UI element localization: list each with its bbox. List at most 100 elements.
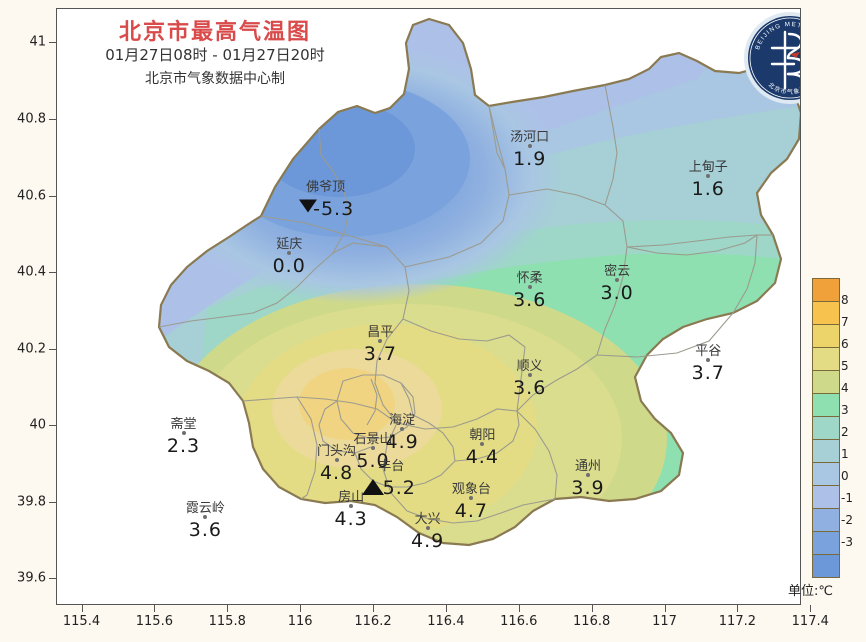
station-temperature-value: 3.6 [188,518,222,541]
y-tick-mark [49,272,56,274]
station-dot-icon [527,373,532,378]
station-dot-icon [586,472,590,477]
y-tick-label: 40 [29,417,46,433]
station-temperature-value: 3.0 [600,281,634,304]
x-tick-mark [154,605,156,612]
map-plot-area [56,8,854,605]
colorbar [812,278,840,578]
station-name: 佛爷顶 [306,179,346,195]
colorbar-segment [813,302,839,325]
colorbar-tick-label: -1 [841,491,853,505]
station-temperature-value: 3.7 [363,342,397,365]
station-dot-icon [527,285,532,290]
station-name: 通州 [574,458,602,474]
station-name: 朝阳 [469,428,496,444]
page-title: 北京市最高气温图 [118,20,311,45]
colorbar-tick-label: 2 [841,425,849,439]
y-tick-mark [49,42,56,44]
station-dot-icon [334,457,339,462]
max-temperature-marker-icon [362,478,385,495]
y-tick-mark [49,118,56,120]
station-name: 延庆 [276,236,303,252]
y-tick-label: 40.8 [17,111,46,127]
station-temperature-value: 1.9 [513,147,547,170]
station-temperature-value: 2.3 [166,434,201,457]
station-name: 怀柔 [516,271,543,287]
colorbar-tick-label: 7 [841,315,849,329]
station-name: 门头沟 [317,443,357,459]
x-tick-label: 115.8 [208,614,246,629]
station-dot-icon [469,495,474,500]
x-tick-mark [445,605,447,612]
x-tick-label: 116 [287,614,313,629]
station-name: 上甸子 [688,160,728,176]
x-tick-mark [810,605,812,612]
station-name: 房山 [338,489,365,505]
station-name: 斋堂 [170,416,197,432]
station-name: 海淀 [389,412,416,428]
station-name: 观象台 [451,481,491,497]
colorbar-segment [813,463,839,486]
x-tick-label: 116.6 [500,614,538,629]
x-tick-label: 117.4 [791,614,829,629]
colorbar-segment [813,348,839,371]
x-tick-mark [373,605,374,612]
x-tick-label: 117 [652,614,677,629]
beijing-boundary [157,17,803,547]
station-name: 汤河口 [510,129,550,145]
station-dot-icon [425,526,430,531]
y-tick-label: 41 [29,34,46,50]
min-temperature-marker-icon [298,199,317,213]
station-dot-icon [480,442,485,447]
colorbar-segment [813,371,839,394]
x-tick-label: 116.8 [573,614,611,629]
y-tick-mark [49,348,56,350]
colorbar-tick-label: 5 [841,359,849,373]
district-boundaries [158,84,773,524]
station-temperature-value: 4.7 [454,499,488,522]
beijing-temperature-map [157,17,803,547]
x-tick-mark [300,605,302,612]
y-tick-mark [49,195,56,197]
station-dot-icon [400,426,405,431]
station-dot-icon [371,446,375,451]
station-temperature-value: 3.6 [513,377,547,400]
station-name: 石景山 [353,432,393,448]
station-name: 霞云岭 [185,500,225,516]
y-tick-label: 39.8 [17,494,46,510]
y-tick-mark [49,425,56,427]
station-temperature-value: 3.6 [513,289,547,312]
title-period: 01月27日08时 - 01月27日20时 [105,46,325,64]
colorbar-segment [813,417,839,440]
station-dot-icon [378,338,383,343]
station-name: 顺义 [516,359,543,375]
station-temperature-value: 0.0 [272,254,306,277]
colorbar-segment [813,394,839,417]
colorbar-segment [813,509,839,532]
station-dot-icon [287,250,292,255]
y-tick-label: 40.4 [17,264,46,280]
station-dot-icon [527,143,532,148]
station-temperature-value: 5.2 [382,476,416,499]
x-tick-label: 117.2 [718,614,756,629]
colorbar-segment [813,279,839,302]
station-name: 平谷 [695,344,722,360]
station-temperature-value: 4.9 [385,430,419,453]
x-tick-label: 115.6 [135,614,173,629]
colorbar-tick-label: 8 [841,293,849,307]
colorbar-tick-label: -3 [841,535,853,549]
y-tick-label: 39.6 [17,570,46,586]
x-tick-label: 116.2 [354,614,392,629]
station-temperature-value: 4.9 [411,530,445,553]
station-temperature-value: 4.8 [319,461,354,484]
station-dot-icon [615,277,620,282]
colorbar-tick-label: 1 [841,447,849,461]
station-dot-icon [706,358,711,363]
colorbar-tick-label: 0 [841,469,849,483]
colorbar-tick-label: 4 [841,381,849,395]
colorbar-segment [813,532,839,555]
station-temperature-value: 5.0 [356,450,390,473]
station-temperature-value: 4.4 [465,446,499,469]
colorbar-segment [813,555,839,577]
legend-unit-label: 单位:℃ [788,584,833,599]
